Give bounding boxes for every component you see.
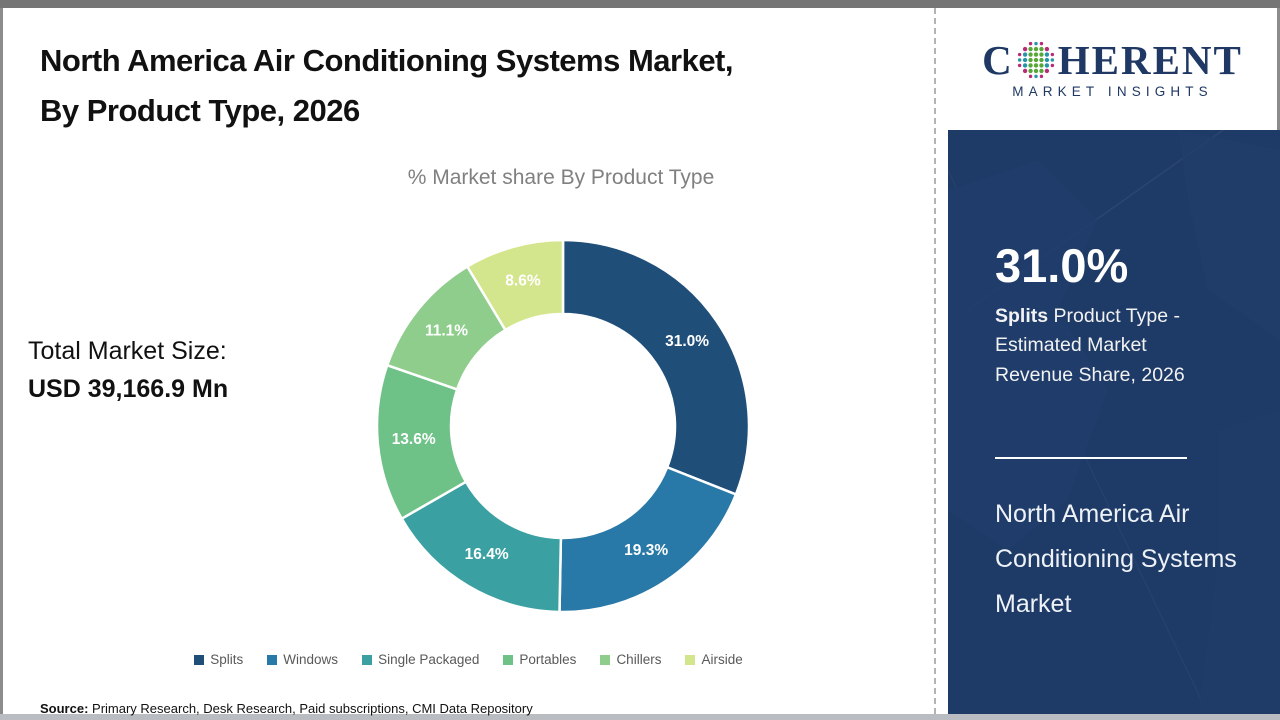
donut-slice-splits [561,238,751,497]
total-market-size: Total Market Size: USD 39,166.9 Mn [28,333,228,408]
world-map-background [948,130,1280,714]
highlight-stat-segment: Splits [995,305,1049,327]
globe-dot [1038,57,1044,63]
legend-swatch-icon [600,654,611,665]
highlight-stat-description: Splits Product Type - Estimated Market R… [995,302,1225,390]
donut-slice-label: 31.0% [665,333,709,350]
source-text: Primary Research, Desk Research, Paid su… [88,701,533,716]
highlight-stat-value: 31.0% [995,239,1129,292]
donut-slice-label: 19.3% [624,542,668,559]
globe-dot [1022,46,1027,52]
legend-label: Single Packaged [378,652,480,667]
globe-dot [1033,68,1038,74]
globe-dot [1050,52,1054,57]
globe-dot [1017,52,1022,57]
donut-slice-airside [465,238,565,332]
legend-label: Chillers [616,652,662,667]
globe-dot [1028,63,1033,68]
globe-dot [1017,63,1022,68]
donut-chart: 31.0% 19.3% 16.4% 13.6% 11.1% 8.6% [350,213,776,639]
logo-subtext: MARKET INSIGHTS [1012,83,1213,99]
dashed-vertical-divider [934,8,936,714]
donut-slice-label: 13.6% [392,431,436,448]
donut-slice-windows [558,465,738,614]
frame-left-border [0,8,3,714]
globe-dot [1044,57,1049,63]
logo-letter-c: C [982,36,1014,83]
panel-market-title: North America Air Conditioning Systems M… [995,500,1237,618]
total-market-size-value: USD 39,166.9 Mn [28,374,229,403]
legend-item-splits: Splits [194,652,243,667]
legend-label: Splits [210,652,244,667]
legend-item-chillers: Chillers [600,652,661,667]
highlight-stat-rest: Product Type - Estimated Market Revenue … [995,305,1185,386]
globe-dot [1039,74,1043,79]
legend-swatch-icon [267,654,278,665]
globe-dot [1044,52,1049,57]
legend-label: Portables [519,652,577,667]
globe-dot [1044,46,1049,52]
globe-dot [1038,46,1044,52]
legend-swatch-icon [194,654,205,665]
donut-chart-svg: 31.0% 19.3% 16.4% 13.6% 11.1% 8.6% [375,238,751,614]
globe-dot [1050,58,1054,62]
source-line: Source: Primary Research, Desk Research,… [40,701,533,716]
donut-slice-label: 8.6% [505,273,541,290]
coherent-logo: C HERENT MARKET INSIGHTS [948,8,1277,130]
chart-subtitle: % Market share By Product Type [407,166,715,189]
globe-dot [1028,46,1033,52]
main-chart-area: North America Air Conditioning Systems M… [3,8,934,716]
globe-dot [1044,68,1049,74]
legend-label: Windows [283,652,339,667]
globe-dot [1033,63,1038,68]
donut-slice-label: 16.4% [465,546,509,563]
highlight-side-panel: 31.0% Splits Product Type - Estimated Ma… [948,130,1280,714]
donut-slice-label: 11.1% [425,323,468,340]
globe-dot [1017,58,1022,62]
coherent-globe-icon [1017,41,1054,79]
globe-dot [1038,52,1044,57]
globe-dot [1044,63,1049,68]
legend-item-airside: Airside [685,652,743,667]
legend-item-portables: Portables [503,652,576,667]
legend-swatch-icon [503,654,514,665]
globe-dot [1028,74,1032,79]
globe-dot [1028,52,1033,57]
logo-word-rest: HERENT [1057,36,1243,83]
total-market-size-label: Total Market Size: [28,337,227,365]
globe-dot [1038,68,1044,74]
legend-label: Airside [701,652,743,667]
globe-dot [1033,41,1038,46]
legend-item-windows: Windows [267,652,338,667]
globe-dot [1028,57,1033,63]
globe-dot [1038,63,1044,68]
page-title: North America Air Conditioning Systems M… [40,36,920,135]
page-title-line2: By Product Type, 2026 [40,92,360,128]
legend-item-single-packaged: Single Packaged [362,652,479,667]
globe-dot [1033,52,1038,57]
frame-top-bar [0,0,1280,8]
source-label: Source: [40,701,89,716]
chart-legend: Splits Windows Single Packaged Portables Chi… [3,652,934,667]
frame-bottom-bar [0,714,1280,720]
globe-dot [1022,57,1027,63]
page-title-line1: North America Air Conditioning Systems M… [40,43,734,78]
globe-dot [1028,41,1032,46]
legend-swatch-icon [685,654,696,665]
globe-dot [1022,63,1027,68]
globe-dot [1028,68,1033,74]
coherent-wordmark: C HERENT [982,36,1243,83]
globe-dot [1039,41,1043,46]
legend-swatch-icon [362,654,373,665]
globe-dot [1050,63,1054,68]
panel-divider-line [995,457,1187,459]
globe-dot [1033,46,1038,52]
globe-dot [1022,68,1027,74]
globe-dot [1033,57,1038,63]
globe-dot [1022,52,1027,57]
globe-dot [1033,74,1038,79]
